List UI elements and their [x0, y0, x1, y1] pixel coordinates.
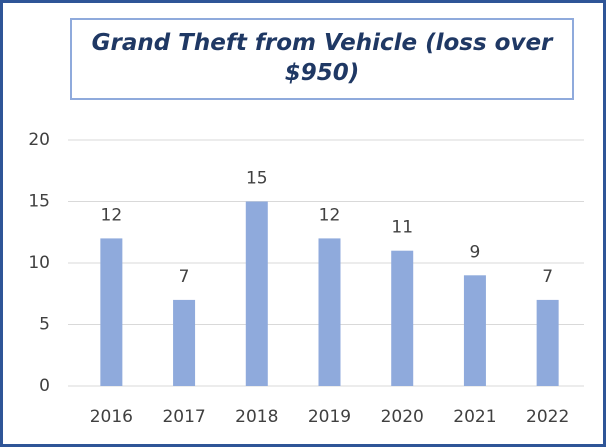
x-tick-label: 2016 — [90, 407, 133, 427]
data-label: 7 — [542, 267, 553, 287]
chart-title: Grand Theft from Vehicle (loss over $950… — [70, 18, 574, 100]
x-tick-label: 2019 — [308, 407, 351, 427]
y-tick-label: 20 — [28, 130, 50, 150]
x-tick-label: 2022 — [526, 407, 569, 427]
y-tick-label: 10 — [28, 253, 50, 273]
x-tick-label: 2021 — [453, 407, 496, 427]
y-tick-label: 0 — [39, 376, 50, 396]
x-tick-label: 2020 — [381, 407, 424, 427]
data-label: 7 — [179, 267, 190, 287]
y-tick-label: 5 — [39, 315, 50, 335]
data-label: 12 — [319, 205, 341, 225]
data-label: 12 — [101, 205, 123, 225]
bar — [100, 238, 123, 386]
bar — [318, 238, 341, 386]
bar — [173, 299, 196, 386]
x-tick-label: 2017 — [162, 407, 205, 427]
bar — [245, 201, 268, 386]
bar — [536, 299, 559, 386]
bar — [463, 275, 486, 386]
data-label: 9 — [470, 242, 481, 262]
data-label: 15 — [246, 169, 268, 189]
bar — [391, 250, 414, 386]
y-tick-label: 15 — [28, 192, 50, 212]
x-tick-label: 2018 — [235, 407, 278, 427]
data-label: 11 — [391, 218, 413, 238]
